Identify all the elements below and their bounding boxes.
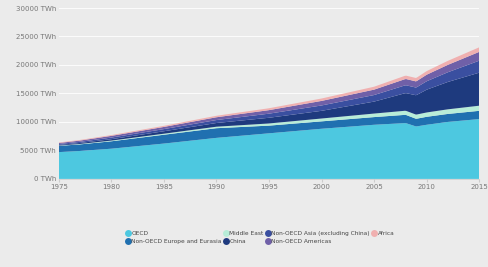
Legend: OECD, Non-OECD Europe and Eurasia, Middle East, China, Non-OECD Asia (excluding : OECD, Non-OECD Europe and Eurasia, Middl… bbox=[125, 230, 395, 245]
